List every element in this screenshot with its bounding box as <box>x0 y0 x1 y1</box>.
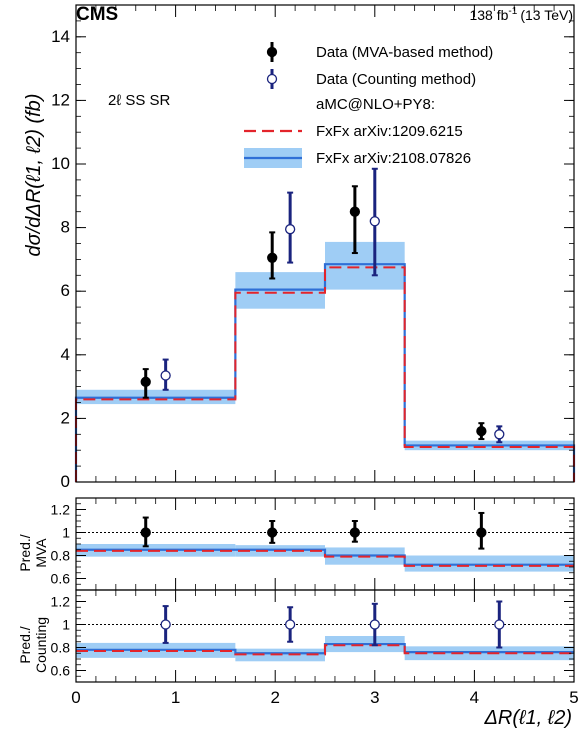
luminosity-label: 138 fb-1 (13 TeV) <box>469 6 573 23</box>
energy-label: (13 TeV) <box>520 7 573 23</box>
legend: Data (MVA-based method) Data (Counting me… <box>244 42 493 168</box>
region-label: 2ℓ SS SR <box>108 92 171 109</box>
x-axis-label: ΔR(ℓ1, ℓ2) <box>484 707 572 729</box>
data-counting-point <box>284 224 296 235</box>
y-tick-label: 0.6 <box>51 571 71 587</box>
data-mva-point <box>267 252 278 263</box>
y-tick-label: 14 <box>51 27 70 46</box>
legend-entry-label: Data (MVA-based method) <box>316 44 493 61</box>
data-counting-point <box>284 619 296 630</box>
uncertainty-band-bin <box>404 555 574 572</box>
uncertainty-band-bin <box>325 241 405 290</box>
data-mva-point <box>349 527 361 538</box>
luminosity-unit-sup: -1 <box>508 6 517 17</box>
y-tick-label: 1.2 <box>51 594 71 610</box>
fxfx-1209-step-line <box>76 549 574 567</box>
y-tick-label: 6 <box>61 281 70 300</box>
main-panel: 0 2 4 6 8 10 12 14 <box>51 4 576 491</box>
data-counting-point <box>369 619 380 630</box>
x-tick-label: 0 <box>71 688 80 707</box>
y-tick-label: 4 <box>61 345 70 364</box>
y-tick-label: 8 <box>61 218 70 237</box>
ratio-mva-ylabel: Pred./MVA <box>17 534 49 571</box>
y-tick-label: 0 <box>61 472 70 491</box>
x-tick-label: 2 <box>270 688 279 707</box>
data-mva-point <box>476 425 487 437</box>
legend-entry-label: FxFx arXiv:1209.6215 <box>316 123 463 140</box>
x-tick-label: 4 <box>470 688 479 707</box>
y-tick-label: 12 <box>51 90 70 109</box>
data-counting-point <box>369 216 380 227</box>
fxfx-1209-step-line <box>76 644 574 656</box>
x-tick-label: 1 <box>171 688 180 707</box>
fxfx-1209-step-line <box>75 266 575 482</box>
data-counting-point <box>160 619 171 630</box>
data-counting-point <box>494 619 505 630</box>
legend-entry-label: FxFx arXiv:2108.07826 <box>316 150 471 167</box>
y-tick-label: 1 <box>62 617 70 633</box>
y-tick-label: 0.8 <box>51 548 71 564</box>
data-mva-point <box>476 527 487 538</box>
data-counting-point <box>494 429 505 440</box>
data-mva-point <box>267 527 278 538</box>
data-mva-point <box>349 206 361 217</box>
y-axis-label: dσ/dΔR(ℓ1, ℓ2) (fb) <box>23 94 45 257</box>
y-tick-label: 1.2 <box>51 502 71 518</box>
y-tick-label: 0.6 <box>51 663 71 679</box>
ratio-counting-ylabel: Pred./Counting <box>17 617 49 673</box>
data-mva-point <box>140 376 151 387</box>
y-tick-label: 0.8 <box>51 640 71 656</box>
ratio-counting-panel: 0.6 0.8 1 1.2 0 1 2 3 4 5 <box>51 589 579 707</box>
data-counting-point <box>160 370 171 381</box>
x-tick-label: 3 <box>370 688 379 707</box>
legend-entry-label: aMC@NLO+PY8: <box>316 96 435 113</box>
legend-marker-point <box>266 73 278 85</box>
legend-marker-point <box>266 46 278 58</box>
data-mva-point <box>140 527 151 538</box>
x-tick-label: 5 <box>569 688 578 707</box>
experiment-label: CMS <box>76 4 118 25</box>
ratio-mva-panel: 0.6 0.8 1 1.2 <box>51 497 575 591</box>
y-tick-label: 1 <box>62 525 70 541</box>
y-tick-label: 10 <box>51 154 70 173</box>
legend-entry-label: Data (Counting method) <box>316 71 476 88</box>
y-tick-label: 2 <box>61 408 70 427</box>
